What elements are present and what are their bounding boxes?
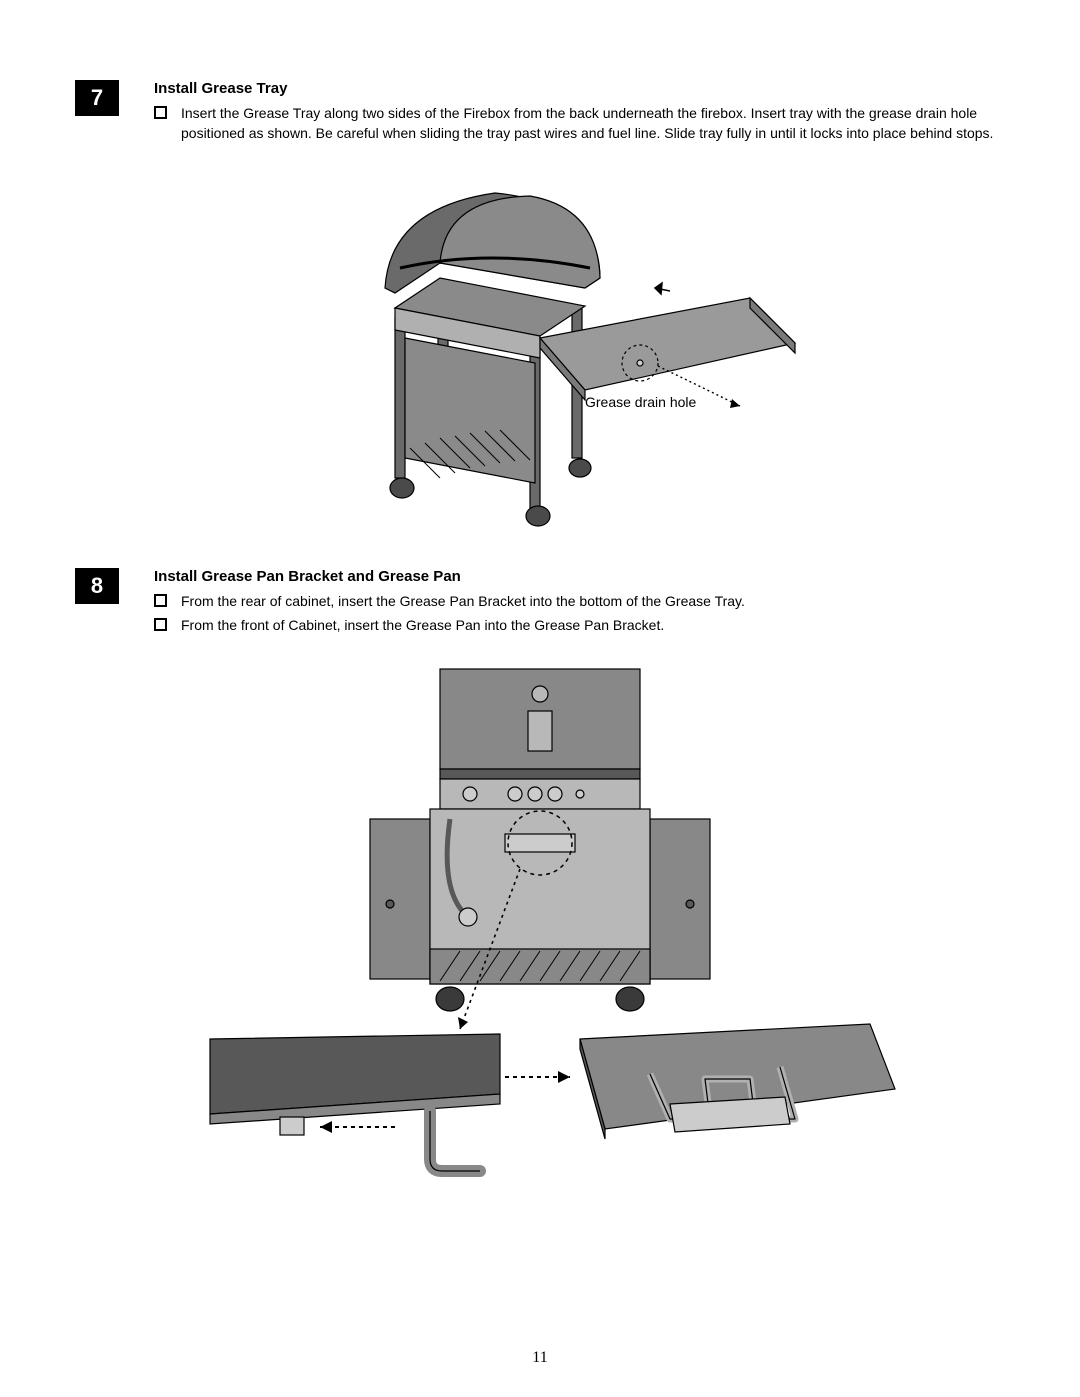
step-item-text: From the rear of cabinet, insert the Gre…	[181, 591, 1005, 611]
checkbox-icon	[154, 618, 167, 631]
grill-grease-tray-illustration	[240, 168, 840, 538]
step-item: From the front of Cabinet, insert the Gr…	[154, 615, 1005, 635]
checkbox-icon	[154, 594, 167, 607]
step-number-badge: 8	[75, 568, 119, 604]
page-number: 11	[532, 1349, 547, 1367]
step-item: Insert the Grease Tray along two sides o…	[154, 103, 1005, 144]
callout-grease-drain-hole: Grease drain hole	[585, 394, 696, 410]
figure-step-7: Grease drain hole	[75, 168, 1005, 538]
step-title: Install Grease Pan Bracket and Grease Pa…	[154, 568, 1005, 585]
step-content: Install Grease Tray Insert the Grease Tr…	[154, 80, 1005, 148]
step-8: 8 Install Grease Pan Bracket and Grease …	[75, 568, 1005, 640]
step-7: 7 Install Grease Tray Insert the Grease …	[75, 80, 1005, 148]
step-title: Install Grease Tray	[154, 80, 1005, 97]
step-item-text: Insert the Grease Tray along two sides o…	[181, 103, 1005, 144]
step-number-badge: 7	[75, 80, 119, 116]
grill-grease-pan-illustration	[150, 659, 930, 1189]
step-item: From the rear of cabinet, insert the Gre…	[154, 591, 1005, 611]
figure-step-8	[75, 659, 1005, 1189]
step-item-text: From the front of Cabinet, insert the Gr…	[181, 615, 1005, 635]
step-content: Install Grease Pan Bracket and Grease Pa…	[154, 568, 1005, 640]
checkbox-icon	[154, 106, 167, 119]
